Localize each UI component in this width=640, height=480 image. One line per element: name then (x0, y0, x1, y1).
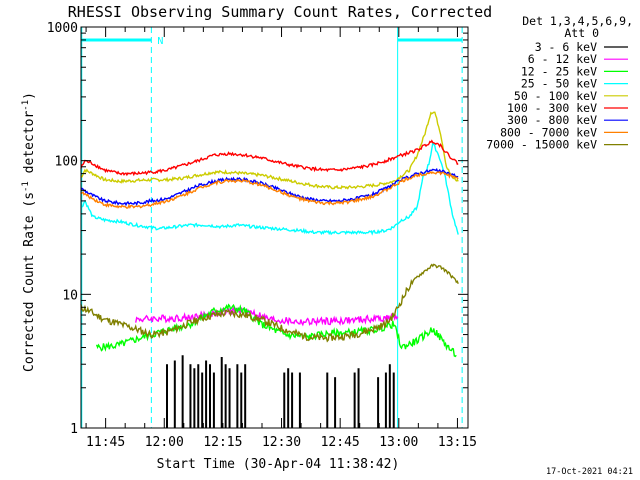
legend-label: 50 - 100 keV (514, 89, 597, 103)
y-axis-label-part1: Corrected Count Rate (s (22, 192, 37, 372)
legend-label: 12 - 25 keV (521, 64, 597, 78)
plot-area: N (80, 27, 463, 428)
x-tick-label: 12:15 (203, 435, 242, 450)
series-line (80, 170, 459, 209)
x-tick-label: 12:00 (145, 435, 184, 450)
legend-label: 800 - 7000 keV (500, 125, 597, 139)
x-tick-label: 13:00 (379, 435, 418, 450)
legend-label: 3 - 6 keV (535, 40, 597, 54)
y-axis-label: Corrected Count Rate (s-1 detector-1) (21, 92, 37, 372)
legend-header-line1: Det 1,3,4,5,6,9, (522, 14, 633, 28)
y-axis-label-part3: ) (22, 92, 37, 100)
series-line (135, 305, 399, 327)
legend-label: 300 - 800 keV (507, 113, 597, 127)
footer-timestamp: 17-Oct-2021 04:21 (546, 467, 633, 477)
series-line (80, 141, 459, 236)
x-axis-label: Start Time (30-Apr-04 11:38:42) (157, 457, 400, 472)
y-axis-label-part2: detector (22, 111, 37, 182)
legend-label: 25 - 50 keV (521, 77, 597, 91)
series-line (95, 303, 457, 358)
x-tick-label: 13:15 (438, 435, 477, 450)
legend-label: 100 - 300 keV (507, 101, 597, 115)
plot-frame (80, 26, 469, 429)
x-axis: 11:45 12:00 12:15 12:30 12:45 13:00 13:15 (85, 27, 477, 450)
legend-header-line2: Att 0 (564, 26, 599, 40)
legend-label: 7000 - 15000 keV (486, 138, 597, 152)
y-axis-label-sup1: -1 (21, 181, 31, 192)
y-tick-label: 10 (62, 288, 78, 303)
series-line (80, 139, 459, 177)
series-line (80, 167, 459, 207)
chart-title: RHESSI Observing Summary Count Rates, Co… (68, 3, 492, 21)
y-tick-label: 1 (70, 422, 78, 437)
y-tick-label: 100 (55, 155, 78, 170)
series-line (80, 111, 459, 190)
night-marker-label: N (157, 36, 163, 47)
legend-label: 6 - 12 keV (528, 52, 597, 66)
x-tick-label: 11:45 (86, 435, 125, 450)
series-line (80, 263, 459, 343)
y-axis: 1 10 100 1000 (47, 21, 468, 437)
y-axis-label-sup2: -1 (21, 100, 31, 111)
x-tick-label: 12:45 (321, 435, 360, 450)
y-tick-label: 1000 (47, 21, 78, 36)
x-tick-label: 12:30 (262, 435, 301, 450)
